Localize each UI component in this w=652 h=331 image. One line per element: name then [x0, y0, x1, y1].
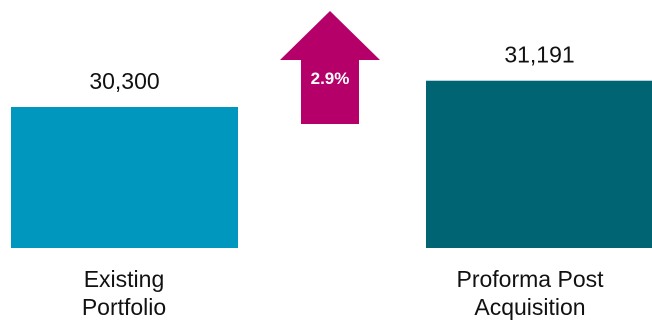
category-label-line: Acquisition [474, 294, 586, 320]
change-percent-label: 2.9% [311, 69, 350, 88]
bar-proforma-post-acquisition [426, 80, 652, 248]
category-label-existing-portfolio: Existing Portfolio [4, 265, 244, 321]
value-label-existing-portfolio: 30,300 [89, 68, 159, 94]
category-label-line: Proforma Post [456, 266, 604, 292]
category-label-line: Existing [83, 266, 165, 292]
bar-existing-portfolio [11, 107, 238, 248]
value-label-proforma-post-acquisition: 31,191 [504, 42, 574, 68]
category-label-line: Portfolio [81, 294, 167, 320]
up-arrow-icon [280, 11, 380, 124]
category-label-proforma-post-acquisition: Proforma Post Acquisition [410, 265, 650, 321]
